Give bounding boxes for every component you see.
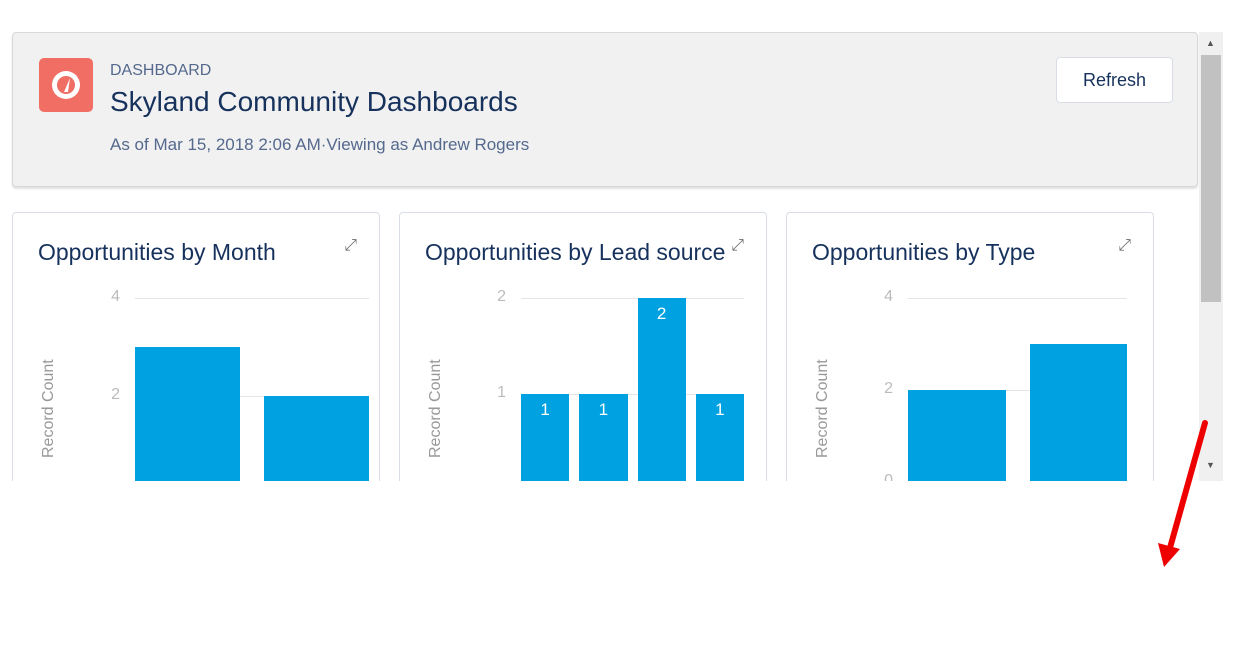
- scrollbar[interactable]: ▲ ▼: [1199, 32, 1223, 481]
- gridline: [135, 396, 369, 397]
- dashboard-gauge-icon: [39, 58, 93, 112]
- chart-bar[interactable]: [1029, 344, 1127, 481]
- y-axis-label: Record Count: [427, 359, 444, 458]
- chart-bar[interactable]: 2: [637, 298, 686, 481]
- chart-title: Opportunities by Type: [812, 239, 1036, 265]
- chart-panel: Opportunities by Lead source ⤢ Record Co…: [399, 212, 767, 481]
- gridline: [908, 390, 1127, 391]
- dashboard-header: DASHBOARD Skyland Community Dashboards A…: [12, 32, 1198, 187]
- dashboard-viewport: DASHBOARD Skyland Community Dashboards A…: [12, 32, 1223, 481]
- expand-icon[interactable]: ⤢: [1118, 237, 1131, 254]
- y-tick-label: 2: [497, 288, 506, 305]
- bar-data-label: 1: [715, 400, 725, 419]
- y-tick-label: 0: [884, 472, 893, 481]
- y-axis-label: Record Count: [814, 359, 831, 458]
- refresh-button[interactable]: Refresh: [1056, 57, 1173, 103]
- gridline: [135, 298, 369, 299]
- y-tick-label: 2: [884, 380, 893, 397]
- chart-bar[interactable]: [264, 396, 369, 481]
- page-title: Skyland Community Dashboards: [110, 86, 518, 117]
- dashboard-subtitle: As of Mar 15, 2018 2:06 AM·Viewing as An…: [110, 135, 530, 154]
- chart-bar[interactable]: [908, 390, 1006, 481]
- bar-data-label: 2: [656, 304, 667, 323]
- chart-bar[interactable]: [135, 347, 240, 481]
- y-tick-label: 1: [497, 384, 506, 401]
- chart-title: Opportunities by Lead source: [425, 239, 726, 265]
- y-tick-label: 4: [884, 288, 893, 305]
- gridline: [908, 298, 1127, 299]
- scroll-down-icon[interactable]: ▼: [1206, 460, 1215, 470]
- y-tick-label: 2: [111, 386, 120, 403]
- chart-bar[interactable]: 1: [695, 394, 744, 481]
- scroll-up-icon[interactable]: ▲: [1206, 38, 1215, 48]
- chart-panel: Opportunities by Month ⤢ Record Count 4 2: [12, 212, 380, 481]
- chart-bar[interactable]: 1: [579, 394, 628, 481]
- expand-icon[interactable]: ⤢: [731, 237, 744, 254]
- y-axis-label: Record Count: [40, 359, 57, 458]
- chart-title: Opportunities by Month: [38, 239, 276, 265]
- y-tick-label: 4: [111, 288, 120, 305]
- chart-bar[interactable]: 1: [521, 394, 570, 481]
- scrollbar-thumb[interactable]: [1201, 55, 1221, 302]
- gridline: [521, 394, 744, 395]
- dashboard-label: DASHBOARD: [110, 62, 212, 79]
- red-arrow-annotation: [1158, 420, 1208, 567]
- expand-icon[interactable]: ⤢: [344, 237, 357, 254]
- gridline: [521, 298, 744, 299]
- bar-data-label: 1: [540, 400, 550, 419]
- chart-panel: Opportunities by Type ⤢ Record Count 4 2 0: [786, 212, 1154, 481]
- bar-data-label: 1: [598, 400, 609, 419]
